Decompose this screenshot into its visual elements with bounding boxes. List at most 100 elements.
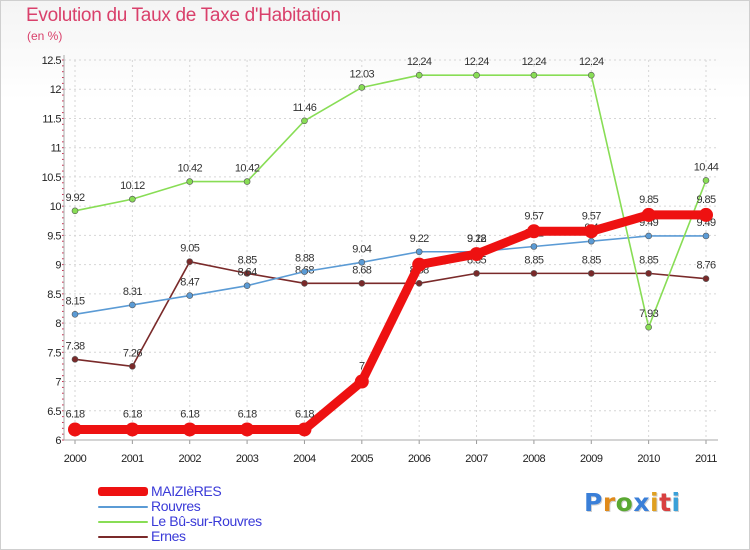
series-point-0 xyxy=(641,207,656,222)
series-point-2 xyxy=(301,117,308,125)
series-point-3 xyxy=(301,280,308,287)
series-point-2 xyxy=(71,207,79,215)
data-label-3: 8.76 xyxy=(696,260,715,272)
data-label-1: 8.15 xyxy=(65,295,84,307)
y-tick-label: 12 xyxy=(50,84,62,96)
y-tick-label: 6.5 xyxy=(47,406,61,418)
y-tick-label: 7 xyxy=(55,377,61,389)
y-tick-label: 7.5 xyxy=(47,347,61,359)
series-point-2 xyxy=(530,71,538,79)
data-label-1: 8.88 xyxy=(295,253,314,265)
data-label-3: 7.26 xyxy=(123,347,142,359)
data-label-1: 8.47 xyxy=(180,277,199,289)
series-point-1 xyxy=(415,248,423,256)
series-point-1 xyxy=(186,292,194,299)
data-label-0: 9.85 xyxy=(639,194,658,206)
series-point-0 xyxy=(240,422,255,437)
series-point-0 xyxy=(297,422,312,437)
data-label-1: 8.31 xyxy=(123,286,142,298)
y-tick-label: 11.5 xyxy=(42,113,61,125)
data-label-2: 7.93 xyxy=(639,308,658,320)
proxiti-logo: Proxiti xyxy=(584,488,681,517)
series-point-1 xyxy=(358,258,366,266)
series-line-2 xyxy=(74,74,707,328)
data-label-1: 9.22 xyxy=(467,233,486,245)
series-point-0 xyxy=(354,374,369,389)
data-label-0: 9.57 xyxy=(524,210,543,222)
data-label-2: 9.92 xyxy=(65,192,84,204)
data-label-0: 7 xyxy=(359,361,365,373)
series-point-1 xyxy=(129,301,136,309)
data-label-1: 9.04 xyxy=(352,243,371,255)
x-tick-label: 2009 xyxy=(580,453,603,465)
y-tick-label: 10 xyxy=(50,201,62,213)
data-label-2: 12.24 xyxy=(464,56,489,68)
series-point-3 xyxy=(702,275,710,282)
y-tick-label: 8.5 xyxy=(47,289,61,301)
y-tick-label: 10.5 xyxy=(42,172,62,184)
data-label-2: 10.42 xyxy=(177,163,202,175)
y-tick-label: 9.5 xyxy=(47,230,61,242)
series-point-3 xyxy=(71,356,79,363)
legend-item: MAIZIèRES xyxy=(98,484,262,499)
series-point-3 xyxy=(243,270,251,277)
data-label-2: 10.12 xyxy=(120,180,145,192)
data-label-0: 6.18 xyxy=(123,408,142,420)
y-tick-label: 6 xyxy=(55,435,61,447)
data-label-0: 6.18 xyxy=(65,408,84,420)
x-tick-label: 2005 xyxy=(351,453,374,465)
x-tick-label: 2006 xyxy=(408,453,431,465)
legend-swatch xyxy=(98,487,148,496)
chart-title: Evolution du Taux de Taxe d'Habitation xyxy=(26,5,341,26)
x-tick-label: 2004 xyxy=(293,453,316,465)
series-point-3 xyxy=(530,270,538,277)
legend-item: Ernes xyxy=(98,529,262,544)
data-label-3: 8.85 xyxy=(582,254,601,266)
series-point-0 xyxy=(699,207,713,222)
x-tick-label: 2001 xyxy=(121,453,144,465)
y-tick-label: 12.5 xyxy=(42,55,62,67)
data-label-3: 8.85 xyxy=(238,254,257,266)
series-point-1 xyxy=(702,232,710,240)
data-label-0: 9.18 xyxy=(467,233,486,245)
data-label-0: 9.57 xyxy=(582,210,601,222)
series-point-2 xyxy=(243,178,251,185)
data-label-2: 10.42 xyxy=(235,163,260,175)
data-label-3: 7.38 xyxy=(65,340,84,352)
data-label-2: 11.46 xyxy=(293,102,317,114)
series-point-0 xyxy=(584,224,599,239)
legend-swatch xyxy=(98,535,148,538)
series-point-0 xyxy=(68,422,82,437)
data-label-1: 9.22 xyxy=(410,233,429,245)
series-point-1 xyxy=(71,311,79,318)
legend-item: Le Bû-sur-Rouvres xyxy=(98,514,262,529)
x-tick-label: 2003 xyxy=(236,453,259,465)
series-point-1 xyxy=(587,237,595,245)
series-point-2 xyxy=(358,84,366,91)
series-point-0 xyxy=(125,422,140,437)
data-label-2: 10.44 xyxy=(694,161,719,173)
legend-label: Rouvres xyxy=(151,498,201,514)
series-point-3 xyxy=(473,270,480,277)
data-label-3: 8.85 xyxy=(524,254,543,266)
data-label-0: 6.18 xyxy=(238,408,257,420)
legend-label: Le Bû-sur-Rouvres xyxy=(151,513,262,529)
series-point-3 xyxy=(415,280,423,287)
series-point-1 xyxy=(645,232,652,240)
series-line-1 xyxy=(74,235,707,316)
data-label-3: 8.68 xyxy=(352,264,371,276)
data-label-2: 12.24 xyxy=(579,56,604,68)
x-tick-label: 2011 xyxy=(695,453,717,465)
series-point-2 xyxy=(415,71,423,79)
data-label-2: 12.24 xyxy=(407,56,432,68)
series-point-2 xyxy=(129,195,136,203)
data-label-2: 12.03 xyxy=(350,68,375,80)
data-label-3: 9.05 xyxy=(180,243,199,255)
data-label-1: 8.64 xyxy=(238,267,257,279)
legend-item: Rouvres xyxy=(98,499,262,514)
series-point-3 xyxy=(186,258,194,265)
series-point-0 xyxy=(182,422,197,437)
chart-subtitle: (en %) xyxy=(27,29,63,43)
data-label-0: 6.18 xyxy=(180,408,199,420)
